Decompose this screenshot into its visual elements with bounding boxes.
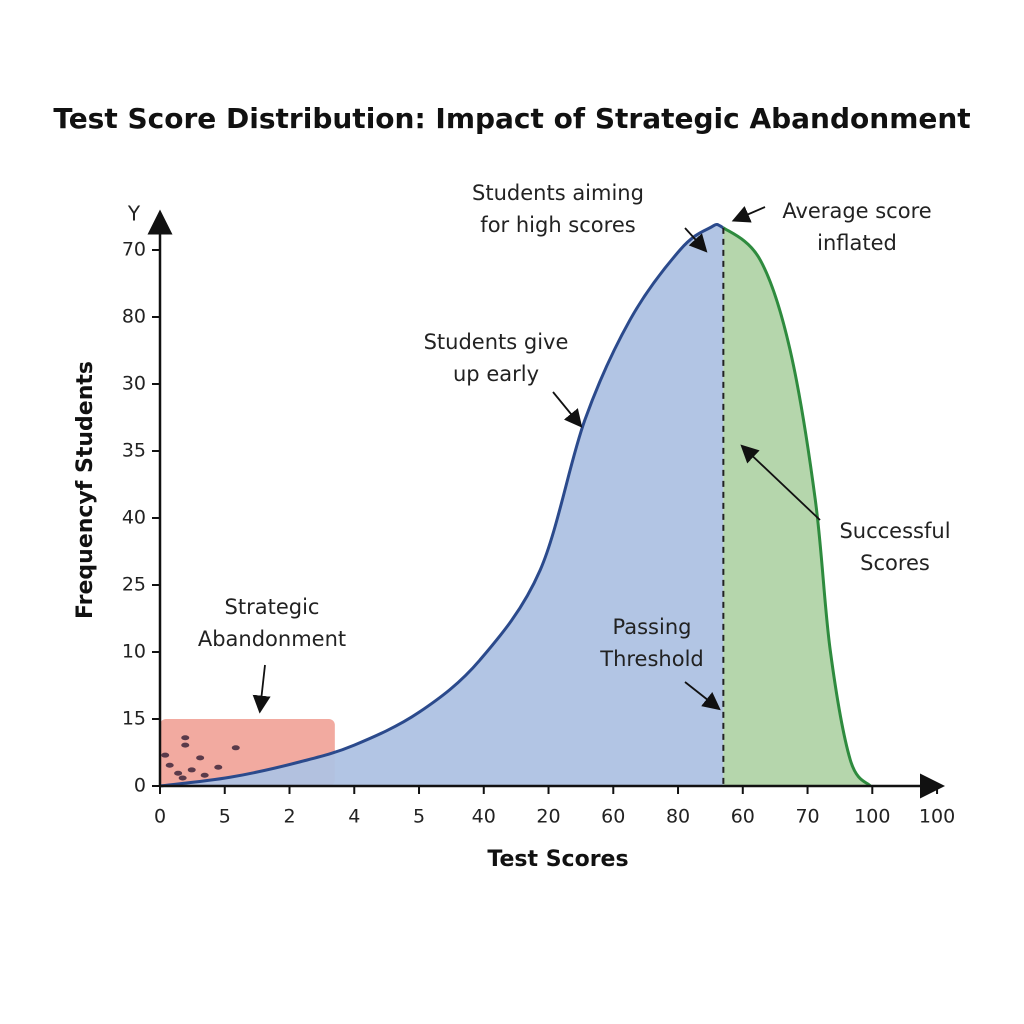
y-tick-label: 0 <box>134 775 146 797</box>
dot <box>187 767 196 773</box>
annotation: Students give <box>424 330 569 354</box>
x-tick-label: 60 <box>601 806 625 828</box>
annotation-arrow <box>684 681 721 711</box>
x-tick-label: 70 <box>795 806 819 828</box>
annotation: inflated <box>817 231 897 255</box>
x-tick-label: 100 <box>919 806 955 828</box>
annotation-arrow <box>552 391 583 428</box>
dot <box>181 735 190 741</box>
annotation-arrow <box>731 206 766 223</box>
dot <box>214 764 223 770</box>
x-tick-label: 4 <box>348 806 360 828</box>
y-tick-label: 10 <box>122 641 146 663</box>
low-area <box>160 224 724 786</box>
x-tick-label: 5 <box>413 806 425 828</box>
y-tick-label: 40 <box>122 507 146 529</box>
dot <box>161 752 170 758</box>
annotation-arrow <box>684 227 708 253</box>
annotation-arrow <box>740 444 821 521</box>
dot <box>231 745 240 751</box>
annotation: for high scores <box>480 213 635 237</box>
low-line <box>159 223 724 788</box>
dot <box>181 742 190 748</box>
annotation: Successful <box>839 519 950 543</box>
annotation: up early <box>453 362 539 386</box>
y-tick-label: 30 <box>122 373 146 395</box>
x-tick-label: 40 <box>472 806 496 828</box>
annotation-arrow <box>252 664 271 714</box>
x-tick-label: 60 <box>731 806 755 828</box>
x-tick-label: 100 <box>854 806 890 828</box>
x-axis-label: Test Scores <box>487 847 628 872</box>
high-line <box>723 226 872 788</box>
x-tick-label: 5 <box>219 806 231 828</box>
y-axis-label: Frequencyf Students <box>73 361 98 619</box>
y-tick-label: 70 <box>122 239 146 261</box>
dot <box>200 772 209 778</box>
annotation: Average score <box>782 199 931 223</box>
annotation: Threshold <box>599 647 704 671</box>
annotation: Strategic <box>225 595 320 619</box>
dot <box>165 762 174 768</box>
dot <box>196 755 205 761</box>
y-tick-label: 35 <box>122 440 146 462</box>
high-area <box>723 227 871 786</box>
y-tick-label: 15 <box>122 708 146 730</box>
chart-title: Test Score Distribution: Impact of Strat… <box>53 102 970 135</box>
x-tick-label: 2 <box>283 806 295 828</box>
annotation: Scores <box>860 551 930 575</box>
x-tick-label: 80 <box>666 806 690 828</box>
y-axis-letter: Y <box>127 202 141 226</box>
annotation: Passing <box>613 615 692 639</box>
dot <box>178 775 187 781</box>
annotation: Students aiming <box>472 181 644 205</box>
y-tick-label: 25 <box>122 574 146 596</box>
x-tick-label: 0 <box>154 806 166 828</box>
x-tick-label: 20 <box>536 806 560 828</box>
annotation: Abandonment <box>198 627 346 651</box>
dot <box>174 770 183 776</box>
y-tick-label: 80 <box>122 306 146 328</box>
